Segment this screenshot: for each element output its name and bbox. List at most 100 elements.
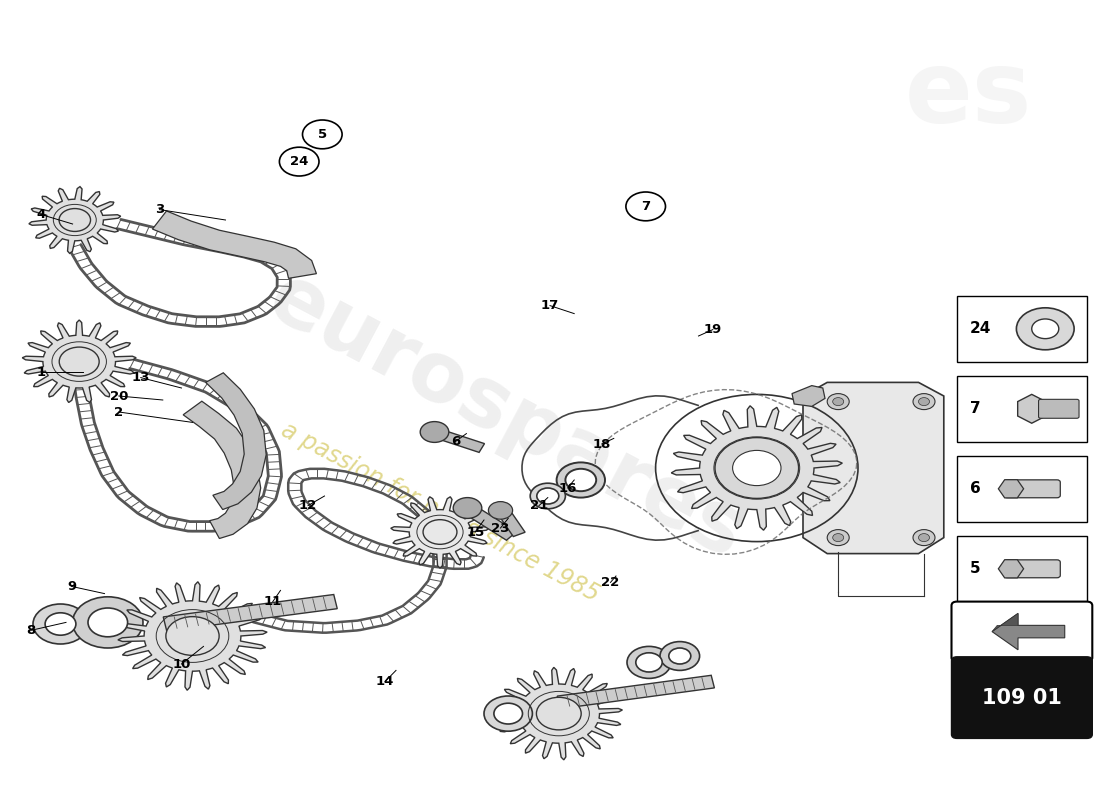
Circle shape — [565, 469, 596, 491]
Text: 6: 6 — [451, 435, 460, 448]
Text: eurospares: eurospares — [254, 256, 758, 576]
Polygon shape — [390, 497, 490, 568]
Polygon shape — [29, 186, 121, 254]
Polygon shape — [792, 386, 825, 406]
Text: 11: 11 — [264, 595, 282, 608]
Text: 109 01: 109 01 — [982, 687, 1062, 707]
FancyBboxPatch shape — [1004, 560, 1060, 578]
Text: 9: 9 — [67, 580, 76, 593]
Text: 4: 4 — [36, 208, 45, 221]
Text: 18: 18 — [593, 438, 611, 450]
Text: 16: 16 — [559, 482, 576, 494]
Text: 2: 2 — [114, 406, 123, 418]
Circle shape — [537, 488, 559, 504]
Text: 5: 5 — [318, 128, 327, 141]
Circle shape — [636, 653, 662, 672]
Text: 14: 14 — [376, 675, 394, 688]
Circle shape — [484, 696, 532, 731]
FancyBboxPatch shape — [1004, 480, 1060, 498]
Polygon shape — [465, 506, 517, 540]
Polygon shape — [558, 675, 714, 709]
Circle shape — [166, 617, 219, 655]
Text: 3: 3 — [155, 203, 164, 216]
Polygon shape — [992, 614, 1018, 632]
Polygon shape — [436, 430, 484, 452]
FancyBboxPatch shape — [957, 456, 1087, 522]
Circle shape — [59, 209, 90, 231]
Circle shape — [833, 398, 844, 406]
Circle shape — [918, 534, 930, 542]
Text: 19: 19 — [704, 323, 722, 336]
Circle shape — [827, 394, 849, 410]
Circle shape — [1032, 319, 1059, 338]
Text: 1: 1 — [36, 366, 45, 378]
Circle shape — [530, 483, 565, 509]
Text: es: es — [904, 47, 1032, 145]
Polygon shape — [153, 211, 317, 278]
Text: 6: 6 — [970, 482, 981, 496]
Polygon shape — [206, 373, 266, 510]
Polygon shape — [163, 594, 338, 631]
Circle shape — [918, 398, 930, 406]
FancyBboxPatch shape — [1038, 399, 1079, 418]
Circle shape — [913, 530, 935, 546]
Polygon shape — [803, 382, 944, 554]
Text: 8: 8 — [26, 624, 35, 637]
Circle shape — [45, 613, 76, 635]
Text: 15: 15 — [466, 526, 484, 538]
Text: 24: 24 — [290, 155, 308, 168]
Text: 21: 21 — [530, 499, 548, 512]
Circle shape — [557, 462, 605, 498]
Polygon shape — [671, 406, 843, 530]
Circle shape — [33, 604, 88, 644]
Polygon shape — [992, 614, 1065, 650]
Circle shape — [279, 147, 319, 176]
Circle shape — [627, 646, 671, 678]
Polygon shape — [999, 480, 1024, 498]
Circle shape — [88, 608, 128, 637]
Polygon shape — [184, 402, 261, 538]
Circle shape — [626, 192, 666, 221]
Circle shape — [488, 502, 513, 519]
Text: 7: 7 — [641, 200, 650, 213]
Circle shape — [725, 445, 789, 491]
Circle shape — [453, 498, 482, 518]
Circle shape — [827, 530, 849, 546]
Circle shape — [669, 648, 691, 664]
Circle shape — [302, 120, 342, 149]
Polygon shape — [999, 560, 1024, 578]
Circle shape — [494, 703, 522, 724]
Polygon shape — [22, 320, 136, 402]
Text: 7: 7 — [970, 402, 981, 416]
Text: 12: 12 — [299, 499, 317, 512]
FancyBboxPatch shape — [952, 657, 1092, 738]
Text: 20: 20 — [110, 390, 128, 402]
Polygon shape — [1018, 394, 1046, 423]
Circle shape — [733, 450, 781, 486]
Text: 23: 23 — [492, 522, 509, 534]
Polygon shape — [498, 510, 525, 537]
Text: 13: 13 — [132, 371, 150, 384]
Circle shape — [420, 422, 449, 442]
FancyBboxPatch shape — [957, 296, 1087, 362]
FancyBboxPatch shape — [957, 536, 1087, 602]
FancyBboxPatch shape — [957, 376, 1087, 442]
Circle shape — [59, 347, 99, 376]
Circle shape — [73, 597, 143, 648]
Polygon shape — [495, 667, 623, 760]
Polygon shape — [118, 582, 267, 690]
Circle shape — [1016, 308, 1074, 350]
Circle shape — [424, 520, 456, 544]
Circle shape — [537, 698, 581, 730]
Circle shape — [660, 642, 700, 670]
Text: 24: 24 — [970, 322, 991, 336]
Text: 5: 5 — [970, 562, 981, 576]
Text: 22: 22 — [602, 576, 619, 589]
Circle shape — [833, 534, 844, 542]
Text: 17: 17 — [541, 299, 559, 312]
Circle shape — [913, 394, 935, 410]
Text: a passion for parts since 1985: a passion for parts since 1985 — [277, 418, 603, 606]
Text: 10: 10 — [173, 658, 190, 670]
FancyBboxPatch shape — [952, 602, 1092, 662]
Circle shape — [715, 438, 799, 498]
